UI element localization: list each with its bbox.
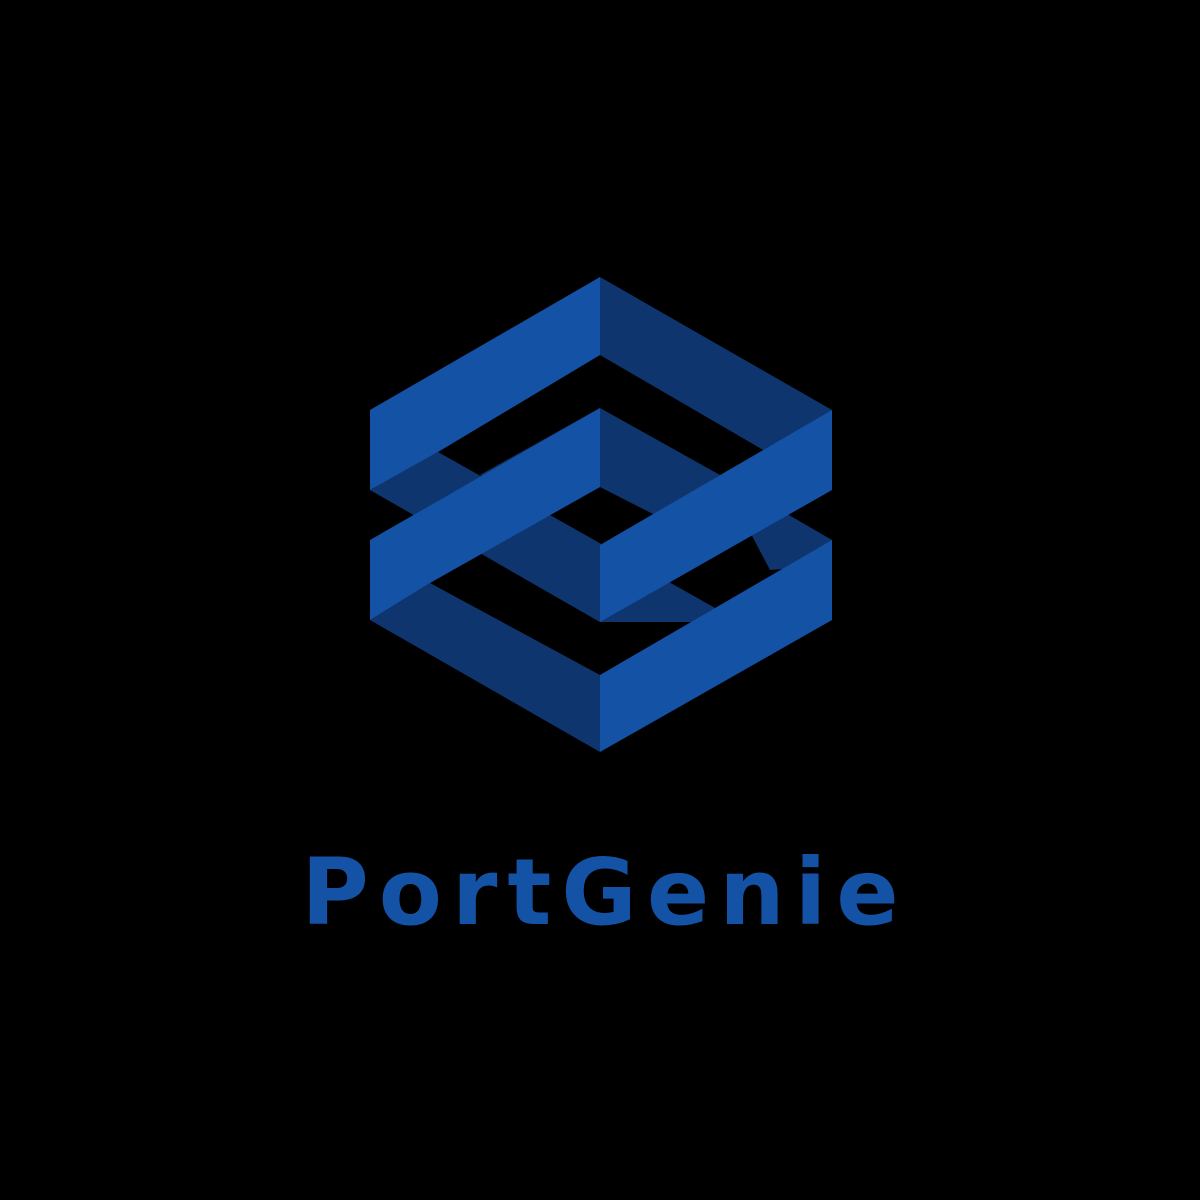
logo-bright-faces: [370, 277, 832, 752]
brand-wordmark: PortGenie: [301, 839, 909, 946]
